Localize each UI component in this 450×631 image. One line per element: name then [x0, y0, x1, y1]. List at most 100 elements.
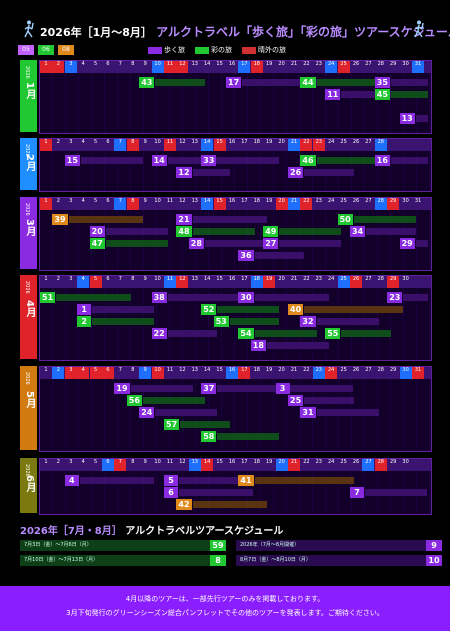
- tour-item[interactable]: 27: [263, 238, 342, 249]
- tour-item[interactable]: 31: [300, 407, 379, 418]
- tour-item[interactable]: 32: [300, 316, 379, 327]
- tour-number: 50: [337, 214, 353, 225]
- tour-item[interactable]: 50: [337, 214, 416, 225]
- title-text: アルクトラベル「歩く旅」「彩の旅」ツアースケジュール: [156, 25, 450, 39]
- day-cell: 4: [77, 276, 90, 288]
- tour-item[interactable]: 49: [263, 226, 342, 237]
- day-cell: 12: [179, 367, 186, 373]
- day-cell: 20: [278, 367, 285, 373]
- tour-item[interactable]: 18: [250, 340, 329, 351]
- tour-item[interactable]: 16: [374, 155, 429, 166]
- day-cell: 18: [250, 61, 263, 73]
- tour-bar: [92, 306, 155, 313]
- day-cell: 28: [374, 139, 387, 151]
- day-cell: 22: [300, 139, 313, 151]
- day-cell: 5: [94, 139, 98, 145]
- tour-item[interactable]: 51: [40, 292, 131, 303]
- tour-item[interactable]: 3: [275, 383, 353, 394]
- day-cell: 17: [241, 198, 248, 204]
- tour-item[interactable]: 56: [126, 395, 205, 406]
- day-cell: 9: [139, 367, 152, 379]
- day-cell: 31: [414, 198, 422, 204]
- tour-item[interactable]: 20: [89, 226, 168, 237]
- summer-tour-date: 8月7日（金）〜8月10日（月）: [240, 557, 311, 563]
- day-cell: 15: [216, 459, 223, 465]
- tour-item[interactable]: 30: [238, 292, 329, 303]
- tour-item[interactable]: 26: [288, 167, 354, 178]
- day-cell: 23: [315, 61, 322, 67]
- tour-item[interactable]: 22: [151, 328, 218, 339]
- level-06: 06: [38, 45, 54, 55]
- summer-tour[interactable]: 2026年（7月〜8月開催） 9: [236, 540, 442, 551]
- month-name: 1月: [24, 81, 35, 99]
- tour-item[interactable]: 52: [201, 304, 280, 315]
- month-block: 2026 4月 1 2 3 4 5 6 7 8 9 10 11 12 13 14 15 16 17 18 19 20 21 2…: [20, 275, 432, 361]
- tour-item[interactable]: 58: [201, 431, 280, 442]
- month-name: 5月: [24, 391, 35, 409]
- tour-item[interactable]: 17: [226, 77, 317, 88]
- tour-item[interactable]: 4: [64, 475, 155, 486]
- day-cell: 6: [102, 367, 114, 379]
- tour-item[interactable]: 28: [188, 238, 267, 249]
- tour-bar: [316, 79, 379, 86]
- title-period: ［1月～8月］: [81, 26, 152, 39]
- tour-item[interactable]: 13: [399, 113, 429, 124]
- day-cell: 8: [126, 139, 139, 151]
- tour-bar: [217, 306, 280, 313]
- tour-item[interactable]: 15: [64, 155, 143, 166]
- tour-item[interactable]: 57: [164, 419, 230, 430]
- day-cell: 7: [118, 276, 122, 282]
- tour-item[interactable]: 39: [52, 214, 143, 225]
- tour-item[interactable]: 29: [399, 238, 429, 249]
- tour-item[interactable]: 25: [288, 395, 354, 406]
- month-label: 2026 3月: [20, 197, 37, 269]
- tour-item[interactable]: 47: [89, 238, 168, 249]
- tour-item[interactable]: 41: [238, 475, 354, 486]
- day-cell: 30: [399, 367, 412, 379]
- tour-item[interactable]: 53: [213, 316, 280, 327]
- tour-item[interactable]: 33: [201, 155, 280, 166]
- tour-number: 55: [325, 328, 341, 339]
- tour-item[interactable]: 40: [288, 304, 404, 315]
- tour-item[interactable]: 35: [374, 77, 429, 88]
- tour-item[interactable]: 11: [325, 89, 391, 100]
- tour-item[interactable]: 43: [139, 77, 205, 88]
- tour-item[interactable]: 19: [114, 383, 193, 394]
- tour-item[interactable]: 1: [77, 304, 155, 315]
- summer-tour[interactable]: 7月3日（金）〜7月6日（月） 59: [20, 540, 226, 551]
- tour-item[interactable]: 55: [325, 328, 391, 339]
- day-cell: 20: [278, 61, 285, 67]
- tour-item[interactable]: 5: [164, 475, 254, 486]
- walker-left-icon: [24, 20, 34, 38]
- tour-item[interactable]: 6: [164, 487, 254, 498]
- tour-item[interactable]: 54: [238, 328, 317, 339]
- tour-item[interactable]: 45: [374, 89, 429, 100]
- tour-item[interactable]: 34: [350, 226, 416, 237]
- tour-item[interactable]: 23: [387, 292, 429, 303]
- tour-item[interactable]: 24: [139, 407, 218, 418]
- month-grid: 1 2 3 4 5 6 7 8 9 10 11 12 13 14 15 16 17 18 19 20 21 22 23 24 2…: [39, 366, 432, 452]
- tour-item[interactable]: 48: [176, 226, 255, 237]
- day-cell: 27: [365, 139, 372, 145]
- tour-item[interactable]: 46: [300, 155, 379, 166]
- summer-tour[interactable]: 7月10日（金）〜7月13日（月） 8: [20, 555, 226, 566]
- tour-item[interactable]: 21: [176, 214, 267, 225]
- day-cell: 10: [151, 367, 164, 379]
- month-block: 2026 2月 1 2 3 4 5 6 7 8 9 10 11 12 13 14 15 16 17 18 19 20 21 2…: [20, 138, 432, 192]
- tour-item[interactable]: 2: [77, 316, 155, 327]
- day-cell: 13: [191, 61, 198, 67]
- day-cell: 26: [350, 276, 362, 288]
- day-cell: 25: [340, 367, 347, 373]
- tour-item[interactable]: 36: [238, 250, 305, 261]
- tour-item[interactable]: 14: [151, 155, 230, 166]
- tour-item[interactable]: 44: [300, 77, 379, 88]
- tour-item[interactable]: 38: [151, 292, 243, 303]
- day-cell: 21: [288, 198, 300, 210]
- tour-item[interactable]: 12: [176, 167, 230, 178]
- tour-item[interactable]: 42: [176, 499, 267, 510]
- summer-tour[interactable]: 8月7日（金）〜8月10日（月） 10: [236, 555, 442, 566]
- tour-item[interactable]: 37: [201, 383, 292, 394]
- day-cell: 21: [288, 139, 300, 151]
- tour-number: 29: [399, 238, 415, 249]
- tour-item[interactable]: 7: [350, 487, 427, 498]
